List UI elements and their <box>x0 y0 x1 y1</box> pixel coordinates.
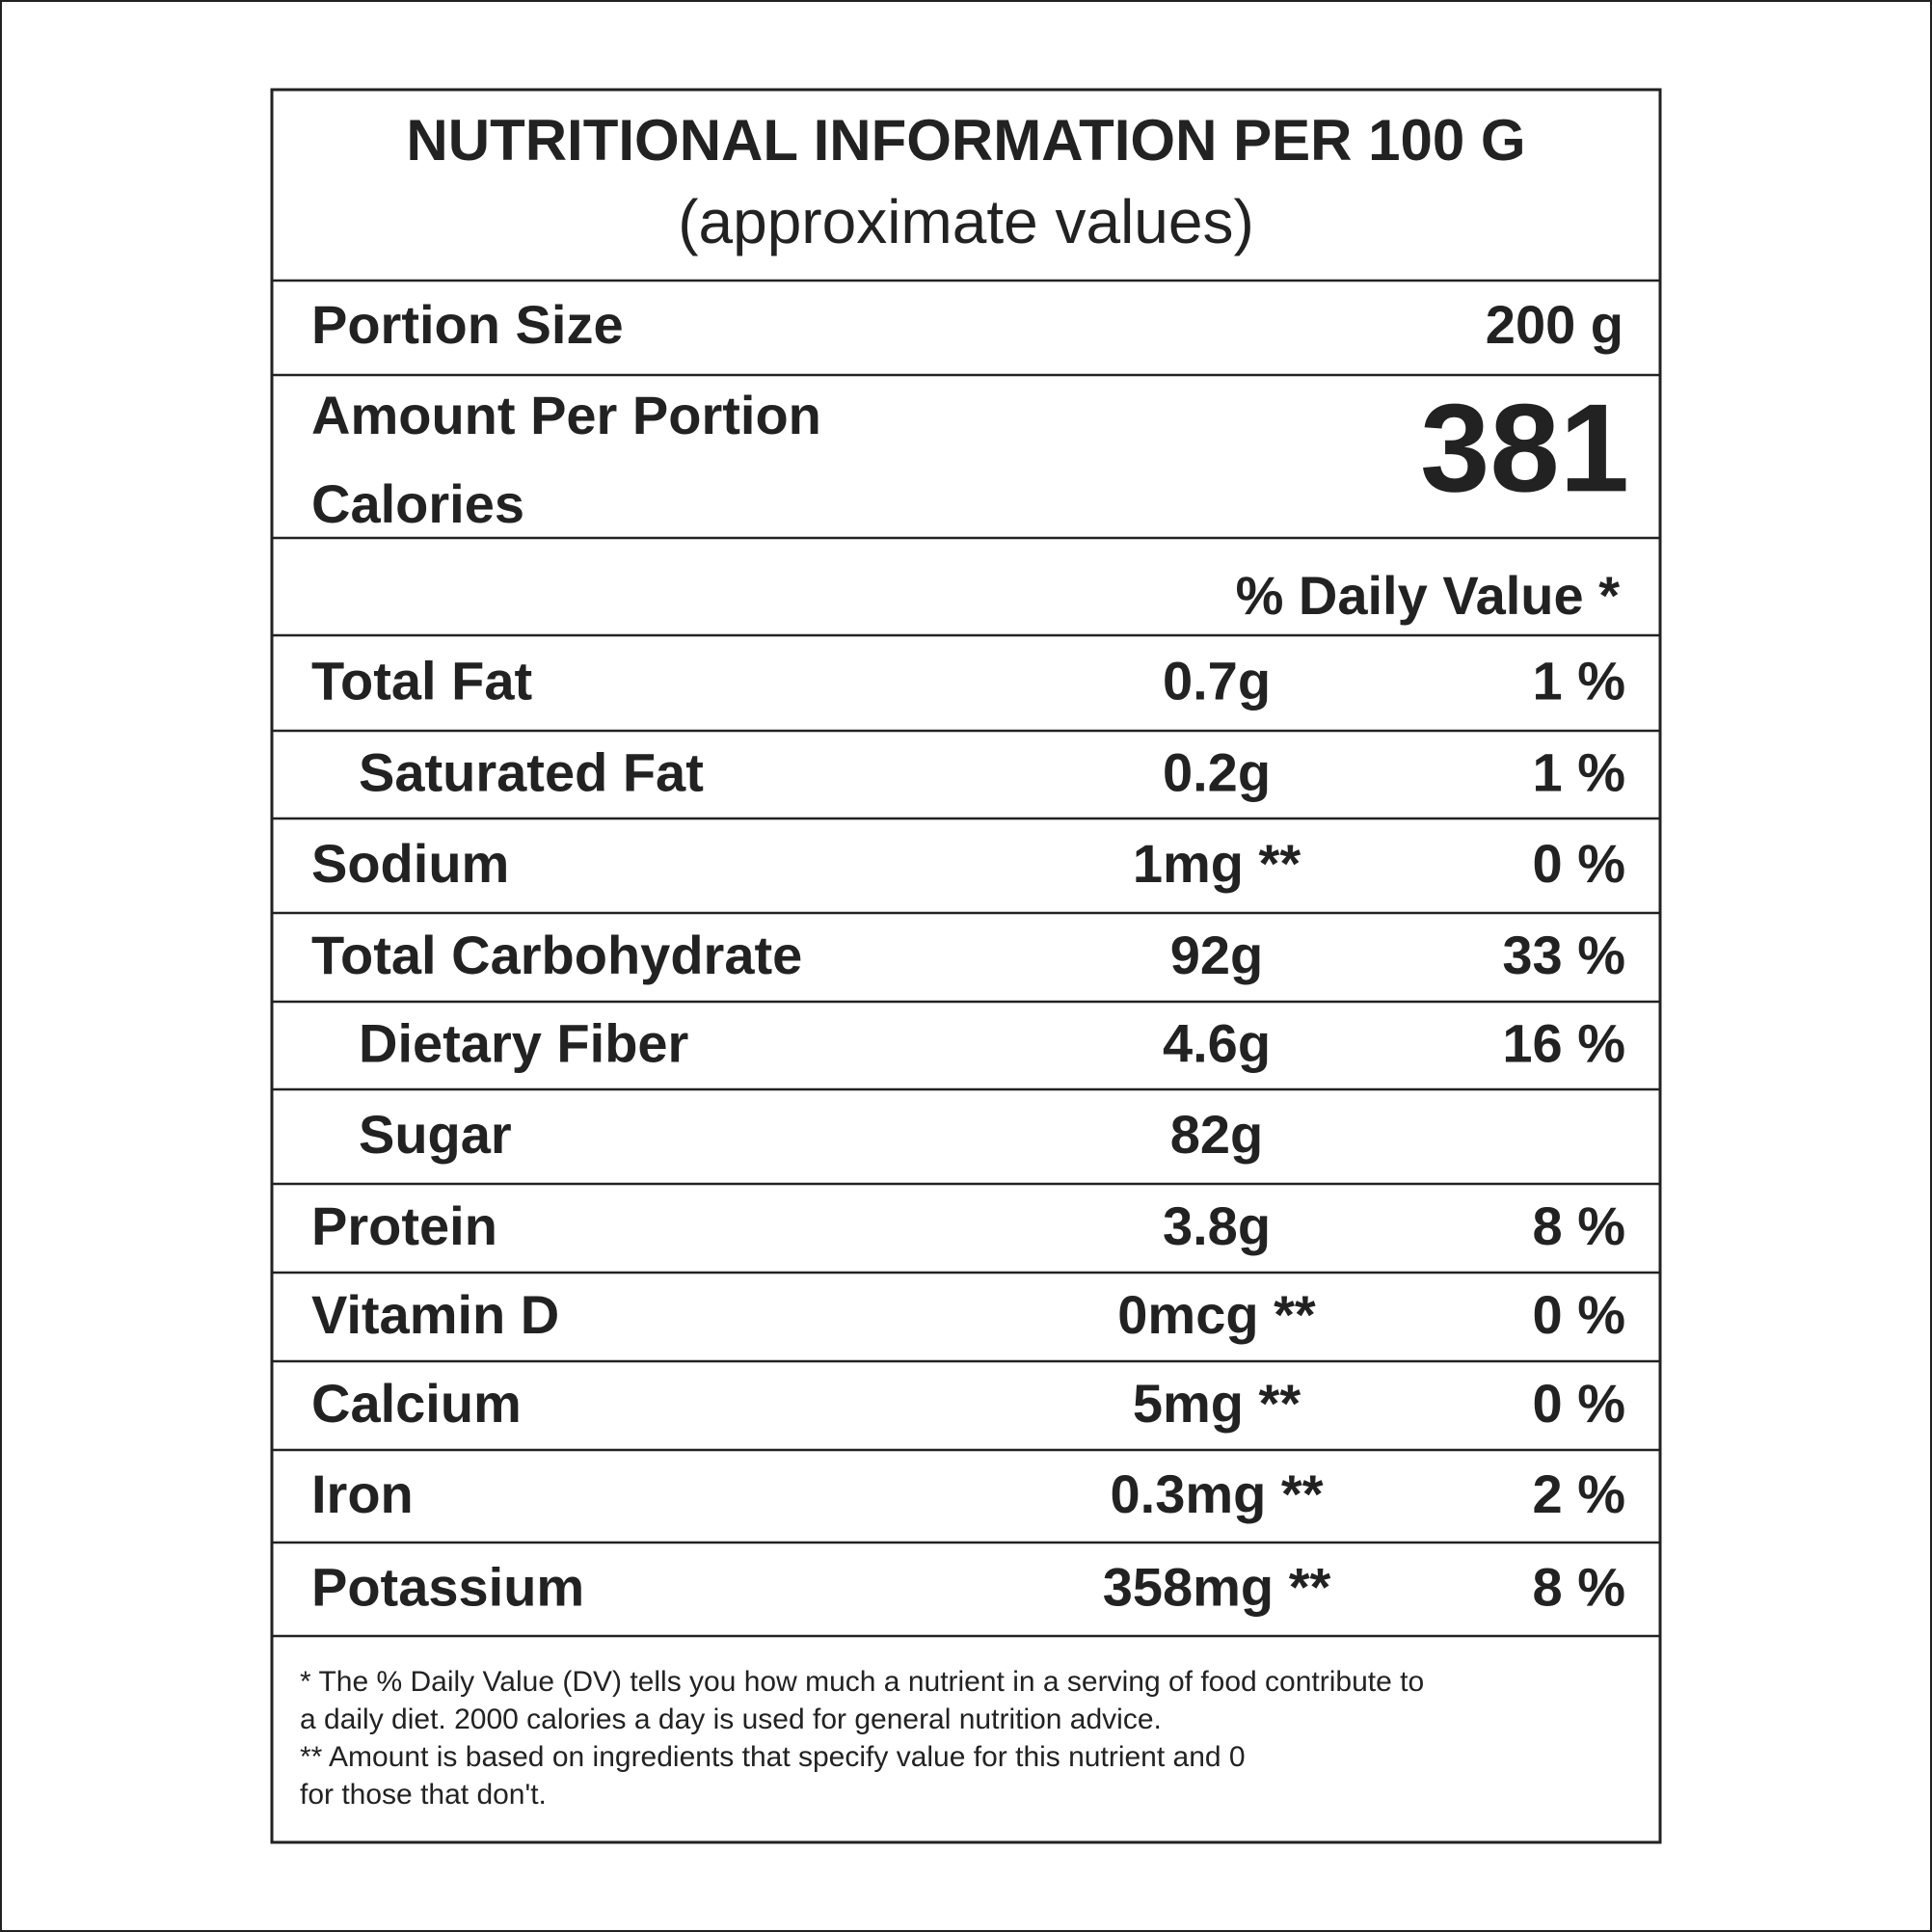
nutrient-amount: 0.3mg ** <box>1111 1463 1324 1524</box>
nutrient-amount: 1mg ** <box>1133 833 1301 894</box>
nutrient-dv: 16 % <box>1502 1012 1625 1073</box>
nutrient-name: Protein <box>311 1195 497 1256</box>
nutrient-name: Iron <box>311 1463 414 1524</box>
calories-value: 381 <box>1420 377 1629 518</box>
amount-label: Amount Per Portion <box>311 385 821 445</box>
nutrient-dv: 33 % <box>1502 925 1625 985</box>
nutrient-dv: 0 % <box>1533 1373 1626 1434</box>
nutrient-dv: 8 % <box>1533 1556 1626 1617</box>
nutrient-name: Sodium <box>311 833 509 894</box>
calories-label: Calories <box>311 473 524 534</box>
nutrient-dv: 0 % <box>1533 1284 1626 1345</box>
nutrient-amount: 0.7g <box>1163 650 1271 711</box>
nutrient-amount: 82g <box>1170 1104 1264 1165</box>
portion-label: Portion Size <box>311 294 624 355</box>
nutrient-name: Calcium <box>311 1373 522 1434</box>
nutrient-name: Total Fat <box>311 650 532 711</box>
nutrient-amount: 0mcg ** <box>1117 1284 1316 1345</box>
daily-value-header: % Daily Value * <box>1236 565 1621 626</box>
footnote: a daily diet. 2000 calories a day is use… <box>300 1704 1162 1735</box>
footnote: ** Amount is based on ingredients that s… <box>300 1741 1246 1773</box>
nutrient-name: Vitamin D <box>311 1284 559 1345</box>
nutrient-amount: 4.6g <box>1163 1012 1271 1073</box>
nutrient-name: Sugar <box>359 1104 512 1165</box>
portion-value: 200 g <box>1486 294 1623 355</box>
nutrient-name: Total Carbohydrate <box>311 925 802 985</box>
nutrient-dv: 0 % <box>1533 833 1626 894</box>
label-box <box>270 88 1662 1844</box>
footnote: * The % Daily Value (DV) tells you how m… <box>300 1666 1424 1698</box>
footnote: for those that don't. <box>300 1779 547 1811</box>
nutrient-amount: 3.8g <box>1163 1195 1271 1256</box>
nutrient-amount: 5mg ** <box>1133 1373 1301 1434</box>
nutrient-amount: 0.2g <box>1163 741 1271 802</box>
nutrient-name: Dietary Fiber <box>359 1012 688 1073</box>
title: NUTRITIONAL INFORMATION PER 100 G <box>406 108 1525 173</box>
nutrient-dv: 2 % <box>1533 1463 1626 1524</box>
nutrient-dv: 8 % <box>1533 1195 1626 1256</box>
nutrient-name: Potassium <box>311 1556 584 1617</box>
subtitle: (approximate values) <box>678 187 1254 256</box>
nutrient-amount: 92g <box>1170 925 1264 985</box>
nutrient-dv: 1 % <box>1533 741 1626 802</box>
nutrient-name: Saturated Fat <box>359 741 704 802</box>
nutrient-dv: 1 % <box>1533 650 1626 711</box>
nutrient-amount: 358mg ** <box>1103 1556 1331 1617</box>
